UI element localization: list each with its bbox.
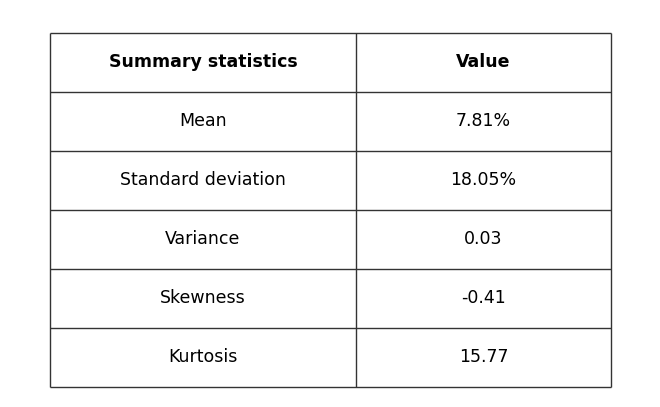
- Text: 0.03: 0.03: [464, 230, 503, 248]
- Text: 7.81%: 7.81%: [456, 112, 511, 130]
- Text: Summary statistics: Summary statistics: [109, 53, 297, 71]
- Text: Value: Value: [456, 53, 511, 71]
- Text: Mean: Mean: [179, 112, 227, 130]
- Text: -0.41: -0.41: [461, 289, 506, 307]
- Text: Kurtosis: Kurtosis: [168, 348, 238, 366]
- Text: Standard deviation: Standard deviation: [120, 171, 286, 189]
- Text: Skewness: Skewness: [160, 289, 246, 307]
- Text: Variance: Variance: [165, 230, 241, 248]
- Text: 15.77: 15.77: [459, 348, 508, 366]
- Text: 18.05%: 18.05%: [450, 171, 517, 189]
